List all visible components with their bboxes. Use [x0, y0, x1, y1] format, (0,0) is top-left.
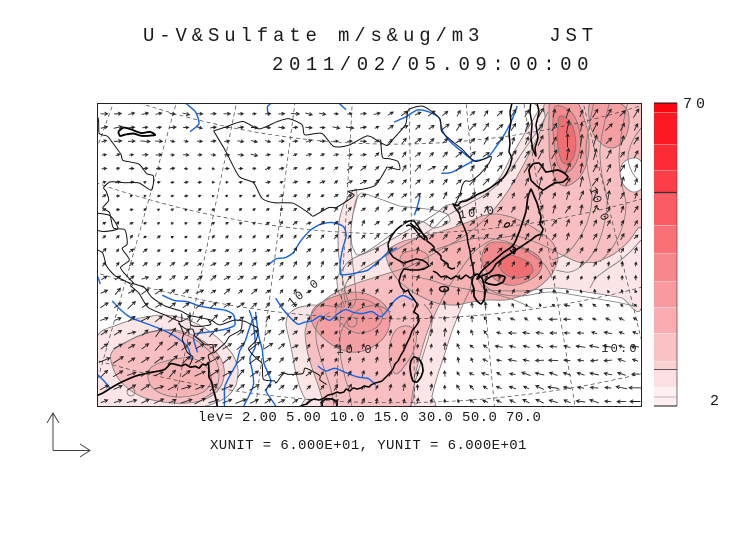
- svg-text:2011/02/05.09:00:00: 2011/02/05.09:00:00: [272, 54, 594, 76]
- svg-text:XUNIT = 6.000E+01, YUNIT = 6.0: XUNIT = 6.000E+01, YUNIT = 6.000E+01: [210, 438, 527, 454]
- svg-text:70: 70: [683, 96, 709, 113]
- svg-text:10.0: 10.0: [336, 343, 374, 357]
- svg-text:U-V&Sulfate m/s&ug/m3 JST: U-V&Sulfate m/s&ug/m3 JST: [143, 25, 598, 47]
- svg-text:lev= 2.00 5.00 10.0 15.0 30.0: lev= 2.00 5.00 10.0 15.0 30.0 50.0 70.0: [198, 410, 541, 426]
- svg-text:10.0: 10.0: [601, 342, 639, 356]
- svg-text:2: 2: [710, 393, 719, 410]
